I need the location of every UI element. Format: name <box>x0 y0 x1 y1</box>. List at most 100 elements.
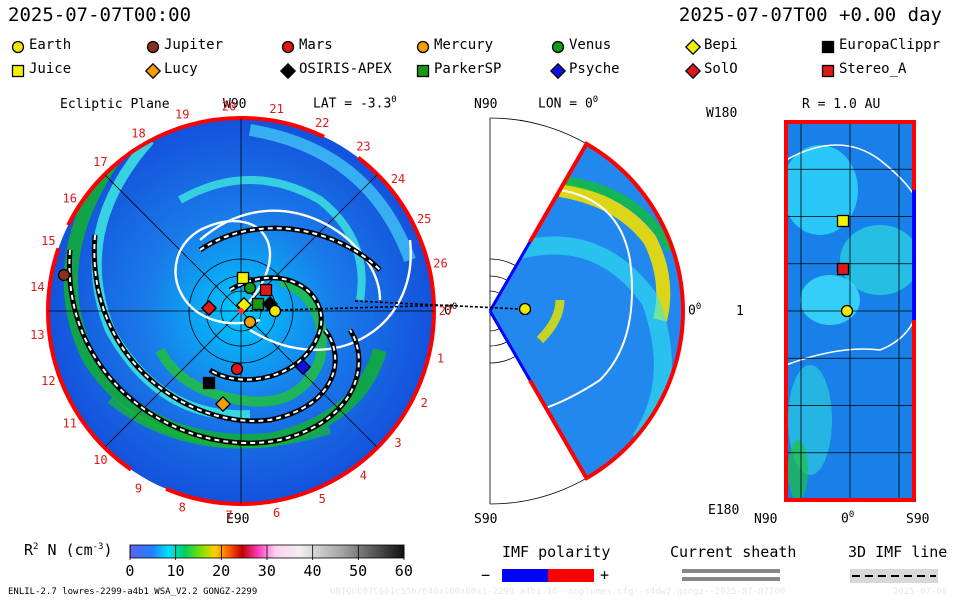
sphere-cyan-blob-3 <box>800 275 860 325</box>
run-info: UNIQUE07C601c55b/640x180x60x1-2299-a4b1.… <box>330 587 786 597</box>
meridional-cyan-band <box>517 236 672 445</box>
ecliptic-current-sheet-dashes <box>68 227 381 445</box>
sector-number-22: 22 <box>315 116 329 130</box>
sector-number-2: 2 <box>421 396 428 410</box>
legend-label-osiris-apex: OSIRIS-APEX <box>299 61 392 77</box>
ecliptic-marker-parkersp <box>251 297 265 311</box>
sector-number-7: 7 <box>225 509 232 523</box>
timestamp-left: 2025-07-07T00:00 <box>8 4 192 26</box>
legend-label-stereo-a: Stereo_A <box>839 61 907 77</box>
ecliptic-marker-solo <box>200 299 218 317</box>
sector-number-8: 8 <box>179 500 186 514</box>
ecliptic-marker-earth <box>268 304 282 318</box>
meridional-edge-blue <box>488 240 532 382</box>
sphere-imf-line-top <box>786 144 914 196</box>
current-sheath-swatch <box>682 569 780 581</box>
ecliptic-marker-lucy <box>214 395 232 413</box>
sector-number-18: 18 <box>131 126 145 140</box>
sector-number-15: 15 <box>41 234 55 248</box>
ecliptic-right-label: 00 <box>444 302 458 319</box>
legend-label-bepi: Bepi <box>704 37 738 53</box>
sphere-r-label: R = 1.0 AU <box>802 97 881 112</box>
sector-number-24: 24 <box>391 172 405 186</box>
spiral-arm-cyan-far <box>249 124 416 263</box>
sun-marker <box>238 308 244 314</box>
legend-label-earth: Earth <box>29 37 72 53</box>
sector-number-13: 13 <box>30 328 44 342</box>
sector-number-4: 4 <box>360 468 367 482</box>
sector-number-10: 10 <box>93 453 107 467</box>
ecliptic-marker-jupiter <box>57 268 71 282</box>
spiral-arm-green-low <box>107 396 332 449</box>
meridional-imf-line <box>539 189 633 411</box>
ecliptic-title: Ecliptic Plane <box>60 97 170 112</box>
legend-label-parkersp: ParkerSP <box>434 61 502 77</box>
legend-label-mars: Mars <box>299 37 333 53</box>
sector-number-26: 26 <box>433 257 447 271</box>
model-info: ENLIL-2.7 lowres-2299-a4b1 WSA_V2.2 GONG… <box>8 587 258 597</box>
run-info-right: 2025-07-08 <box>893 587 948 597</box>
sphere-grid <box>786 122 914 500</box>
colorbar-tick-label-40: 40 <box>303 562 322 580</box>
sector-number-11: 11 <box>62 417 76 431</box>
sphere-marker-juice <box>836 214 850 228</box>
ecliptic-spacecraft-markers <box>57 268 312 413</box>
imf-polarity-swatch <box>502 569 594 582</box>
meridional-cme-front <box>558 183 671 322</box>
sector-number-21: 21 <box>269 102 283 116</box>
colorbar-label: R2 N (cm-3) <box>24 541 113 559</box>
colorbar-tick-label-10: 10 <box>166 562 185 580</box>
meridional-lon-label: LON = 00 <box>538 95 599 112</box>
ecliptic-marker-mars <box>230 362 244 376</box>
meridional-cme-green <box>559 175 675 253</box>
legend-label-juice: Juice <box>29 61 72 77</box>
sphere-spacecraft-markers <box>836 214 854 318</box>
meridional-inner-band <box>536 299 565 344</box>
legend-label-solo: SolO <box>704 61 738 77</box>
sector-number-27: 27 <box>439 304 453 318</box>
ecliptic-marker-europaclippr <box>202 376 216 390</box>
sector-number-23: 23 <box>356 140 370 154</box>
legend-label-psyche: Psyche <box>569 61 620 77</box>
legend-label-lucy: Lucy <box>164 61 198 77</box>
legend-label-jupiter: Jupiter <box>164 37 224 53</box>
sphere-tick-0: 00 <box>841 510 855 527</box>
sector-number-17: 17 <box>93 155 107 169</box>
sphere-bottom-left-label: E180 <box>708 503 740 518</box>
ecliptic-marker-bepi <box>235 296 253 314</box>
sphere-green-patch <box>788 440 808 500</box>
meridional-field-line <box>354 300 521 310</box>
sphere-marker-stereo-a <box>836 262 850 276</box>
colorbar-tick-label-50: 50 <box>349 562 368 580</box>
spiral-arm-green-inner <box>155 275 327 407</box>
ecliptic-top-label: W90 <box>223 97 247 112</box>
imf-polarity-plus: + <box>600 566 610 584</box>
ecliptic-marker-venus <box>243 281 257 295</box>
meridional-panel <box>354 117 685 505</box>
sector-number-25: 25 <box>417 212 431 226</box>
meridional-right-label: 00 <box>688 302 702 319</box>
sphere-tick-s90: S90 <box>906 512 930 527</box>
ecliptic-imf-lines <box>174 209 412 351</box>
colorbar-ticks <box>129 545 405 560</box>
density-colorbar <box>129 544 405 560</box>
sector-number-16: 16 <box>62 191 76 205</box>
ecliptic-marker-juice <box>236 271 250 285</box>
sphere-imf-line-bottom <box>786 319 914 366</box>
sector-number-12: 12 <box>41 374 55 388</box>
imf-polarity-minus: − <box>481 566 491 584</box>
ecliptic-marker-stereo-a <box>259 283 273 297</box>
sector-number-19: 19 <box>175 108 189 122</box>
sphere-cyan-blob-2 <box>840 225 914 295</box>
legend-label-europaclippr: EuropaClippr <box>839 37 941 53</box>
legend-label-mercury: Mercury <box>434 37 494 53</box>
sphere-middle-left-label: 1 <box>736 304 744 319</box>
sphere-top-left-label: W180 <box>706 106 738 121</box>
sphere-panel <box>784 120 916 502</box>
legend-label-venus: Venus <box>569 37 612 53</box>
sector-number-14: 14 <box>30 280 44 294</box>
meridional-edge-red <box>528 141 685 481</box>
timestamp-right: 2025-07-07T00 +0.00 day <box>678 4 942 26</box>
